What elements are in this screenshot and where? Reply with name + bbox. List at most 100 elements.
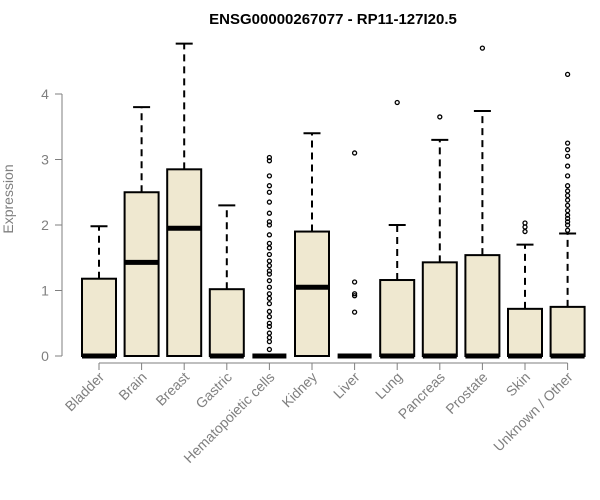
- y-tick-label-3: 3: [41, 152, 49, 168]
- outlier-point: [266, 278, 273, 284]
- outlier-point: [266, 308, 273, 315]
- outlier-point: [266, 323, 273, 330]
- box-5: [294, 132, 330, 357]
- outlier-point: [522, 220, 528, 226]
- box-10: [507, 220, 543, 359]
- box-rect: [379, 279, 416, 357]
- x-tick-label-3: Gastric: [192, 369, 235, 412]
- outlier-point: [522, 228, 528, 235]
- outlier-point: [266, 291, 273, 297]
- outlier-point: [266, 245, 273, 251]
- box-1: [123, 106, 160, 357]
- x-tick-label-6: Liver: [330, 369, 363, 402]
- outlier-point: [564, 202, 571, 209]
- outlier-point: [266, 222, 273, 228]
- outlier-point: [564, 183, 571, 189]
- outlier-point: [266, 183, 273, 189]
- y-tick-label-2: 2: [41, 217, 49, 233]
- outlier-point: [351, 279, 358, 285]
- box-11: [549, 71, 586, 359]
- y-tick-label-0: 0: [41, 348, 49, 364]
- outlier-point: [564, 188, 571, 194]
- box-3: [208, 204, 245, 359]
- outlier-point: [266, 219, 273, 225]
- box-6: [337, 150, 372, 359]
- outlier-point: [351, 150, 358, 156]
- outlier-point: [266, 268, 273, 274]
- outlier-point: [351, 291, 358, 297]
- y-tick-label-1: 1: [41, 283, 49, 299]
- outlier-point: [351, 293, 358, 299]
- box-7: [379, 99, 416, 359]
- box-rect: [464, 254, 501, 358]
- box-rect: [208, 288, 245, 357]
- x-tick-label-1: Brain: [115, 369, 149, 403]
- outlier-point: [266, 210, 273, 216]
- outlier-point: [266, 284, 273, 290]
- x-tick-label-0: Bladder: [62, 369, 108, 415]
- box-group: [81, 42, 586, 359]
- outlier-point: [266, 251, 273, 258]
- outlier-point: [266, 346, 273, 353]
- outlier-point: [564, 147, 571, 153]
- outlier-point: [266, 154, 273, 161]
- outlier-point: [437, 114, 443, 120]
- outlier-point: [564, 197, 571, 203]
- outlier-point: [266, 314, 273, 320]
- x-tick-label-11: Unknown / Other: [490, 369, 576, 455]
- box-rect: [549, 305, 586, 357]
- box-8: [421, 114, 458, 359]
- box-rect: [123, 191, 160, 357]
- chart-title: ENSG00000267077 - RP11-127I20.5: [209, 11, 457, 28]
- outlier-point: [394, 99, 400, 106]
- outlier-point: [266, 295, 273, 302]
- box-2: [166, 42, 203, 357]
- outlier-point: [564, 163, 571, 169]
- outlier-point: [266, 232, 273, 238]
- outlier-point: [564, 215, 571, 222]
- outlier-point: [564, 207, 571, 214]
- outlier-point: [564, 173, 571, 179]
- outlier-point: [564, 227, 571, 233]
- outlier-point: [266, 189, 273, 195]
- outlier-point: [266, 262, 273, 269]
- x-tick-label-7: Lung: [372, 369, 405, 402]
- outlier-point: [266, 173, 273, 179]
- outlier-point: [266, 199, 273, 205]
- box-rect: [294, 230, 330, 357]
- outlier-point: [266, 240, 273, 246]
- outlier-point: [351, 309, 358, 315]
- box-rect: [421, 261, 458, 357]
- box-9: [464, 45, 501, 359]
- outlier-point: [564, 153, 571, 159]
- outlier-point: [266, 271, 273, 277]
- outlier-point: [564, 212, 571, 218]
- y-tick-label-4: 4: [41, 86, 49, 102]
- outlier-point: [564, 71, 571, 77]
- x-tick-label-10: Skin: [503, 369, 534, 400]
- outlier-point: [479, 45, 486, 51]
- outlier-point: [266, 158, 273, 164]
- x-tick-label-9: Prostate: [442, 369, 490, 417]
- outlier-point: [564, 219, 571, 225]
- box-rect: [166, 168, 203, 357]
- outlier-point: [266, 300, 273, 307]
- box-rect: [507, 307, 543, 357]
- outlier-point: [564, 192, 571, 199]
- outlier-point: [266, 320, 273, 326]
- x-tick-label-8: Pancreas: [395, 369, 448, 422]
- box-0: [81, 225, 117, 359]
- box-4: [252, 154, 287, 359]
- outlier-point: [266, 330, 273, 336]
- outlier-point: [564, 140, 571, 146]
- y-axis-label: Expression: [0, 164, 16, 233]
- x-tick-label-2: Breast: [152, 369, 192, 409]
- outlier-point: [266, 335, 273, 341]
- x-tick-label-5: Kidney: [279, 369, 321, 411]
- outlier-point: [266, 258, 273, 264]
- box-rect: [81, 277, 117, 357]
- outlier-point: [564, 222, 571, 228]
- y-axis: 0 1 2 3 4: [41, 86, 63, 364]
